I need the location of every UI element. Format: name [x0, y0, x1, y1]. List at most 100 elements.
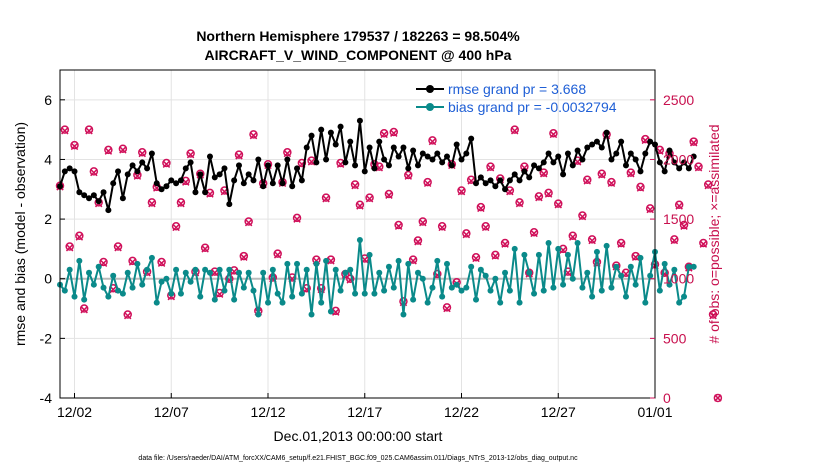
- bias-point: [560, 281, 567, 288]
- bias-point: [192, 266, 199, 273]
- bias-point: [618, 272, 625, 279]
- bias-point: [593, 248, 600, 255]
- obs-possible-point: [703, 180, 713, 189]
- obs-assimilated-point: [148, 199, 156, 208]
- bias-point: [497, 299, 504, 306]
- rmse-point: [361, 168, 368, 175]
- x-axis-label: Dec.01,2013 00:00:00 start: [274, 428, 443, 444]
- rmse-point: [226, 201, 233, 208]
- obs-assimilated-stroke: [61, 127, 69, 135]
- obs-possible-point: [147, 198, 157, 207]
- rmse-point: [61, 168, 68, 175]
- x-axis-ticks: 12/02 12/07 12/12 12/17 12/22 12/27 01/01: [57, 393, 673, 420]
- rmse-point: [279, 180, 286, 187]
- obs-possible-point: [476, 202, 486, 212]
- rmse-point: [627, 150, 634, 157]
- bias-point: [66, 266, 73, 273]
- obs-assimilated-stroke: [491, 252, 500, 260]
- x-tick-label: 12/07: [154, 404, 189, 420]
- obs-assimilated-point: [172, 223, 180, 232]
- obs-assimilated-point: [689, 139, 698, 147]
- obs-assimilated-point: [385, 191, 393, 199]
- obs-assimilated-point: [428, 137, 437, 146]
- obs-assimilated-stroke: [481, 223, 490, 232]
- obs-assimilated-stroke: [119, 146, 127, 154]
- bias-point: [637, 254, 644, 261]
- obs-assimilated-stroke: [549, 130, 558, 139]
- obs-possible-point: [462, 229, 471, 238]
- obs-possible-point: [457, 186, 466, 195]
- rmse-point: [608, 156, 615, 163]
- rmse-point: [419, 150, 426, 157]
- obs-possible-point: [379, 128, 389, 138]
- bias-point: [477, 266, 484, 273]
- obs-assimilated-stroke: [123, 311, 132, 320]
- obs-assimilated-point: [380, 130, 388, 139]
- bias-point: [337, 287, 344, 294]
- obs-assimilated-point: [70, 142, 79, 151]
- rmse-point: [468, 135, 475, 142]
- obs-possible-point: [694, 162, 703, 171]
- obs-assimilated-point: [215, 290, 224, 298]
- bias-point: [134, 260, 141, 267]
- obs-possible-point: [79, 304, 89, 313]
- obs-assimilated-stroke: [109, 285, 117, 294]
- obs-possible-point: [418, 217, 428, 226]
- obs-assimilated-point: [375, 164, 383, 172]
- bias-point: [589, 293, 596, 300]
- obs-possible-point: [544, 188, 553, 198]
- obs-possible-point: [636, 182, 645, 192]
- obs-assimilated-point: [423, 179, 432, 188]
- rmse-point: [303, 144, 310, 151]
- bias-point: [139, 281, 146, 288]
- obs-assimilated-stroke: [627, 170, 635, 178]
- bias-point: [144, 266, 151, 273]
- bias-point: [250, 287, 257, 294]
- bias-point: [81, 296, 88, 303]
- bias-point: [584, 269, 591, 276]
- bias-point: [458, 287, 465, 294]
- obs-assimilated-point: [694, 164, 703, 172]
- obs-possible-point: [186, 149, 195, 158]
- obs-possible-point: [578, 211, 587, 220]
- obs-possible-point: [670, 235, 679, 244]
- bias-point: [100, 284, 107, 291]
- bias-point: [211, 296, 218, 303]
- bias-point: [90, 281, 97, 288]
- rmse-point: [492, 183, 499, 190]
- obs-assimilated-point: [356, 202, 364, 210]
- obs-possible-point: [515, 198, 524, 207]
- obs-assimilated-point: [535, 193, 543, 202]
- rmse-point: [622, 162, 629, 169]
- obs-assimilated-point: [327, 257, 335, 265]
- obs-assimilated-point: [365, 195, 374, 203]
- obs-assimilated-stroke: [583, 177, 592, 185]
- bias-point: [666, 281, 673, 288]
- obs-assimilated-point: [162, 160, 171, 168]
- obs-assimilated-point: [607, 179, 616, 188]
- obs-assimilated-stroke: [70, 142, 79, 151]
- y-tick-label: -2: [40, 330, 53, 346]
- bias-point: [569, 275, 576, 282]
- bias-point: [502, 269, 509, 276]
- rmse-point: [656, 159, 663, 166]
- obs-assimilated-point: [583, 177, 592, 185]
- rmse-point: [502, 186, 509, 193]
- bias-point: [298, 290, 305, 297]
- obs-assimilated-stroke: [186, 150, 195, 159]
- rmse-point: [550, 159, 557, 166]
- obs-assimilated-stroke: [138, 149, 146, 158]
- bias-point: [414, 269, 421, 276]
- obs-assimilated-stroke: [675, 202, 683, 210]
- obs-possible-point: [486, 162, 495, 171]
- rmse-point: [506, 177, 513, 184]
- obs-assimilated-point: [704, 181, 712, 190]
- bias-point: [685, 263, 692, 270]
- obs-assimilated-stroke: [201, 245, 209, 253]
- bias-point: [647, 272, 654, 279]
- x-tick-label: 12/02: [57, 404, 92, 420]
- rmse-point: [323, 156, 330, 163]
- obs-assimilated-point: [235, 152, 243, 160]
- obs-assimilated-point: [646, 205, 654, 214]
- y2-tick-label: 1000: [663, 271, 694, 287]
